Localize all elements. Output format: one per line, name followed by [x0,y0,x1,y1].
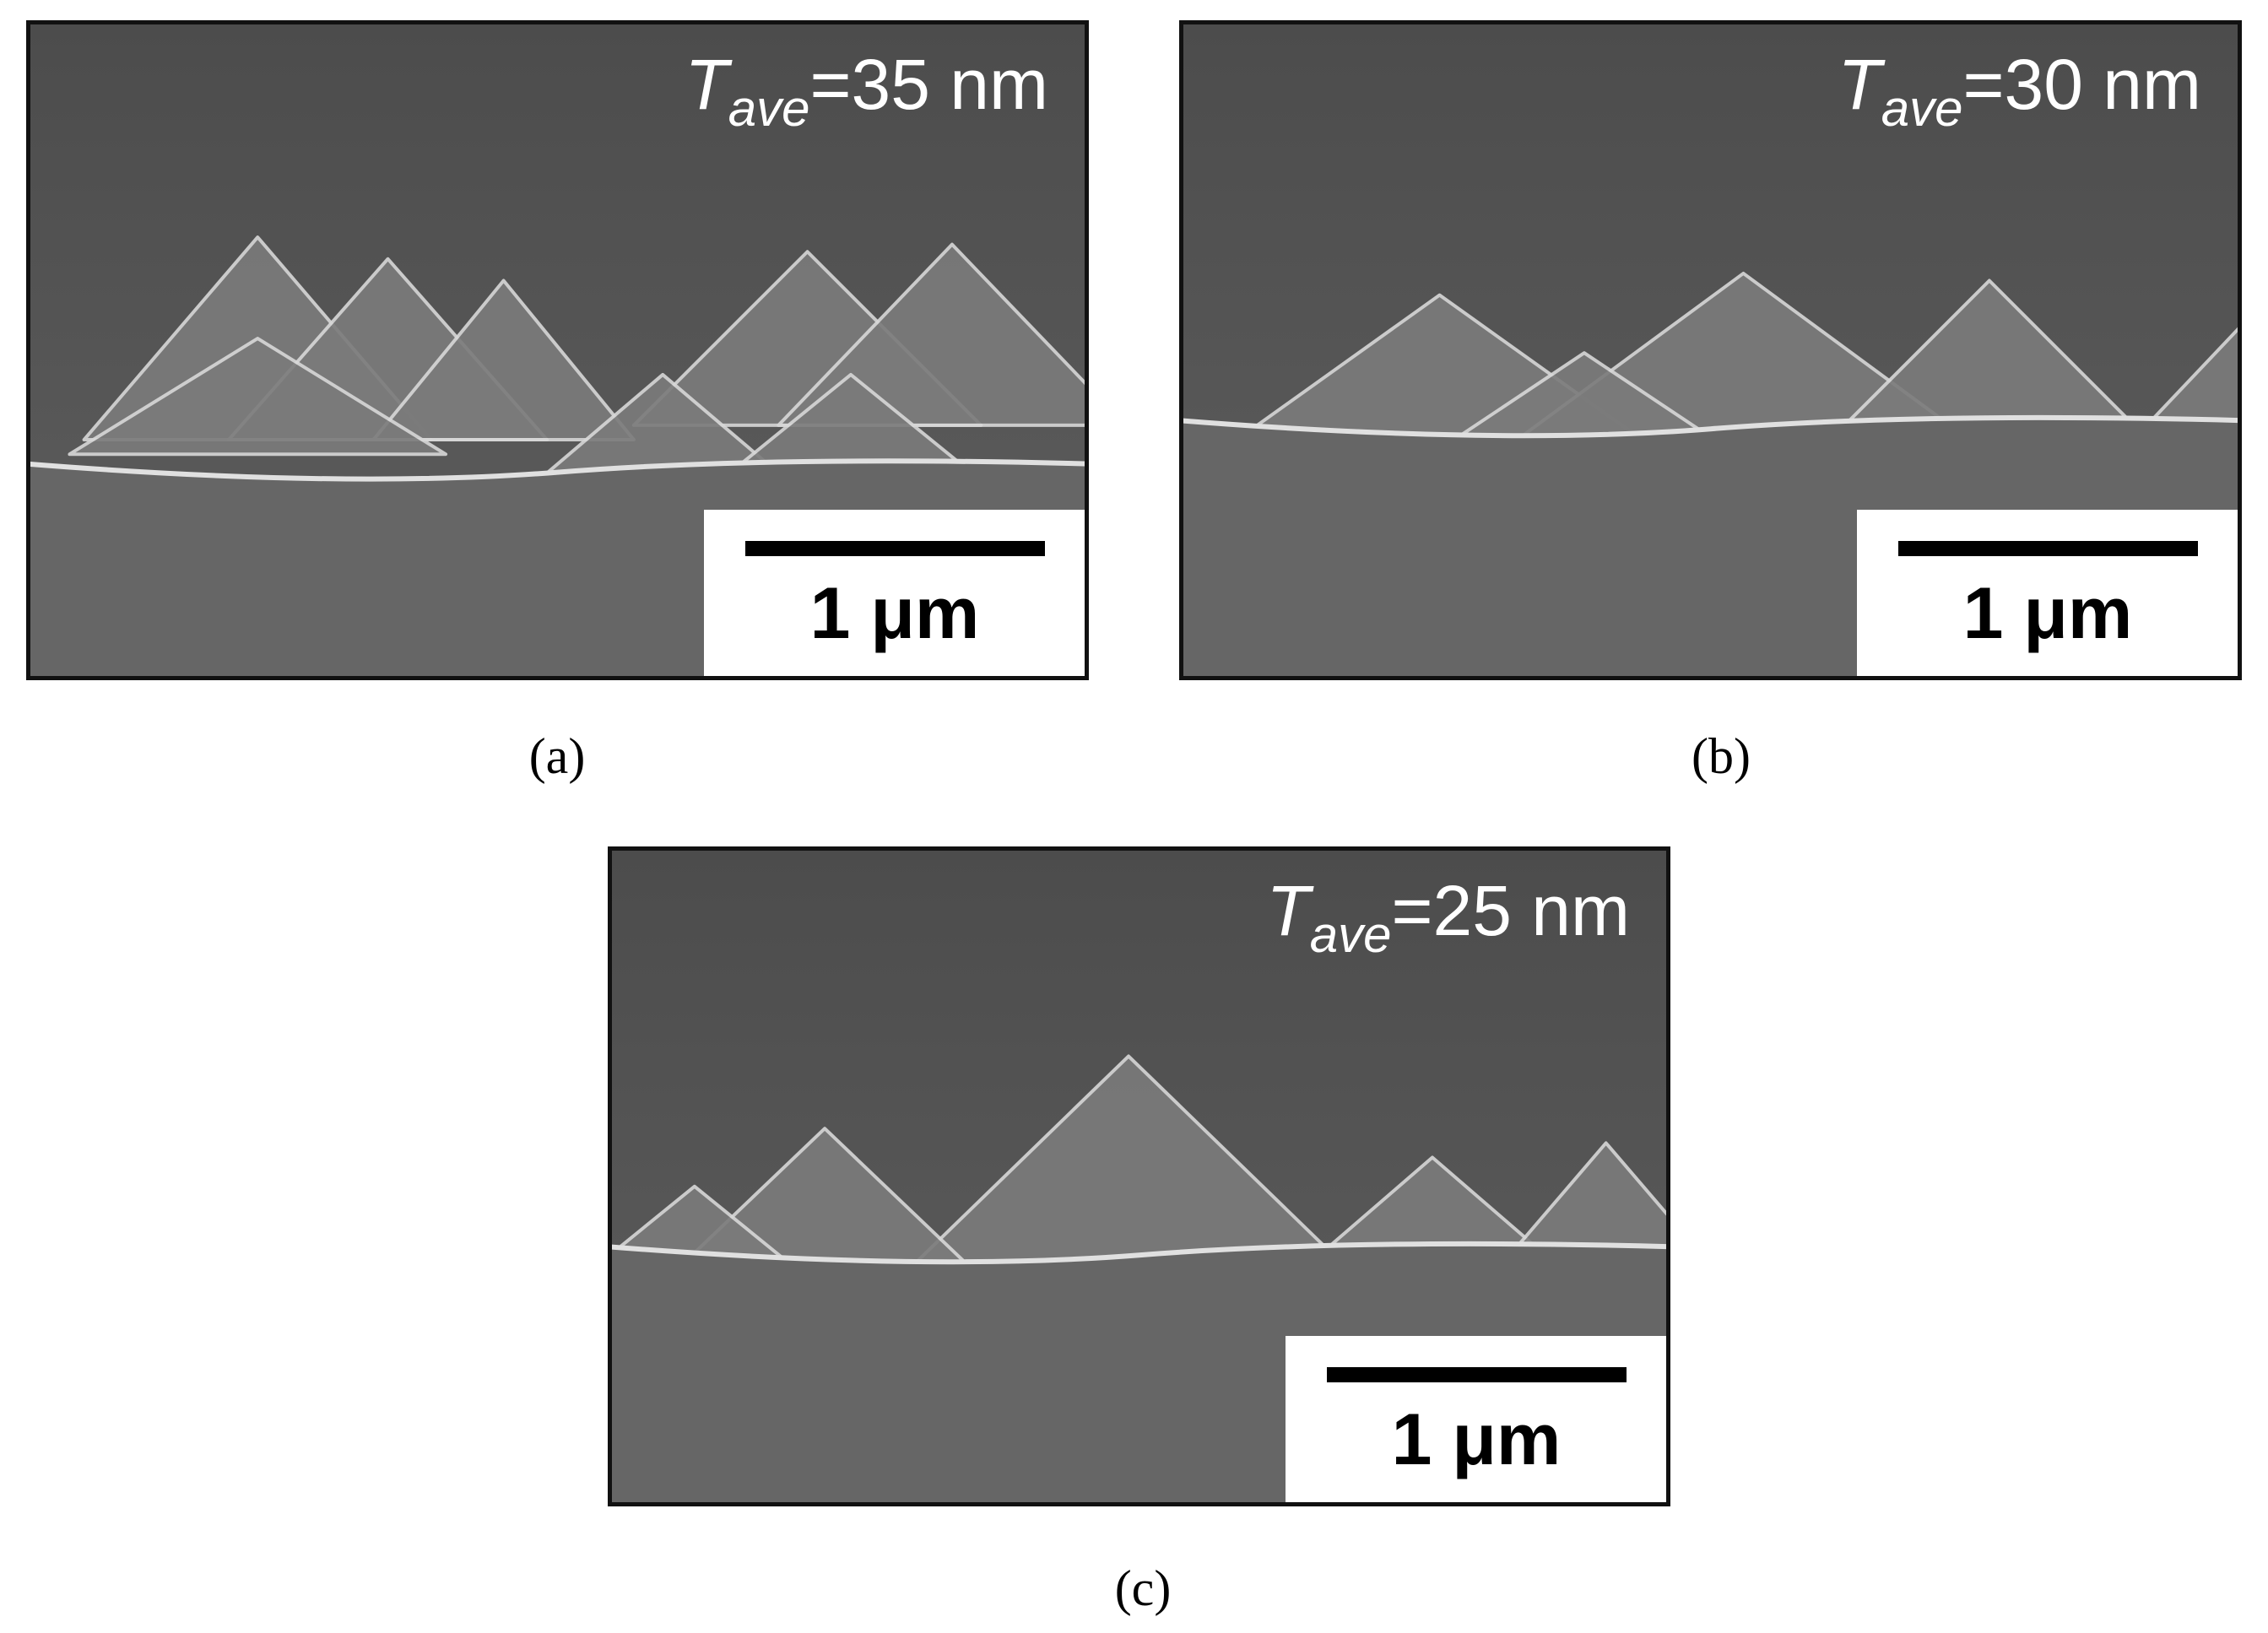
sem-panel: 1 μm Tave=30 nm [1179,20,2242,680]
thickness-annotation: Tave=30 nm [1838,45,2201,137]
sem-image: 1 μm Tave=30 nm [1179,20,2242,680]
subscript: ave [1881,80,1963,137]
sem-image: 1 μm Tave=35 nm [26,20,1089,680]
panel-caption: (a) [528,728,586,784]
sem-panel: 1 μm Tave=35 nm [26,20,1089,680]
value: =30 nm [1962,45,2201,124]
scale-bar [1898,541,2198,556]
pyramid [68,337,448,457]
value: =25 nm [1391,871,1630,950]
panel-border [1179,20,2242,680]
sem-image: 1 μm Tave=25 nm [608,846,1670,1506]
scale-bar-box [1286,1336,1670,1506]
scale-bar-box [704,510,1089,680]
value: =35 nm [809,45,1048,124]
panel-border [608,846,1670,1506]
sem-panel: 1 μm Tave=25 nm [608,846,1670,1506]
scale-bar [1327,1367,1627,1382]
scale-bar-label: 1 μm [810,573,980,654]
symbol: T [1838,45,1886,124]
scale-bar-box [1857,510,2242,680]
panel-caption: (c) [1114,1560,1172,1616]
subscript: ave [728,80,810,137]
pyramid [371,278,636,442]
panel-border [26,20,1089,680]
symbol: T [685,45,733,124]
subscript: ave [1310,906,1392,963]
scale-bar [745,541,1045,556]
panel-caption: (b) [1692,728,1751,784]
scale-bar-label: 1 μm [1963,573,2133,654]
scale-bar-label: 1 μm [1392,1399,1562,1480]
symbol: T [1266,871,1314,950]
thickness-annotation: Tave=25 nm [1266,871,1630,963]
thickness-annotation: Tave=35 nm [685,45,1048,137]
